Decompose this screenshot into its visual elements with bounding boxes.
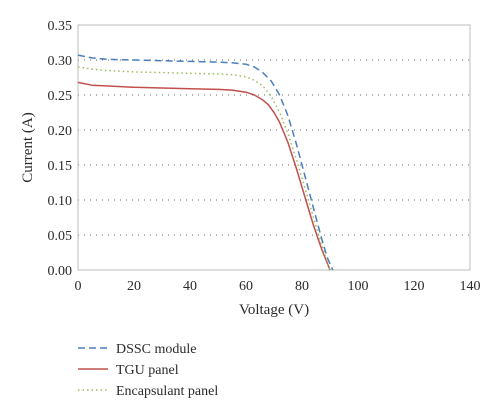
x-tick-label: 140 <box>460 279 481 294</box>
y-tick-label: 0.25 <box>48 89 73 104</box>
y-tick-label: 0.20 <box>48 124 73 139</box>
x-tick-label: 120 <box>404 279 425 294</box>
legend: DSSC module TGU panel Encapsulant panel <box>78 342 218 399</box>
x-tick-label: 40 <box>183 279 197 294</box>
y-tick-label: 0.15 <box>48 159 73 174</box>
plot-frame <box>77 24 471 271</box>
x-tick-label: 100 <box>348 279 369 294</box>
y-tick-label: 0.30 <box>48 54 73 69</box>
legend-label: DSSC module <box>116 342 197 357</box>
x-axis-ticks: 0 20 40 60 80 100 120 140 <box>75 279 481 294</box>
x-tick-label: 60 <box>239 279 253 294</box>
y-tick-label: 0.10 <box>48 194 73 209</box>
legend-label: Encapsulant panel <box>116 384 218 399</box>
y-axis-ticks: 0.00 0.05 0.10 0.15 0.20 0.25 0.30 0.35 <box>48 19 73 279</box>
x-tick-label: 20 <box>127 279 141 294</box>
y-axis-title: Current (A) <box>20 112 36 182</box>
x-axis-title: Voltage (V) <box>239 302 309 318</box>
grid-layer <box>78 24 470 236</box>
y-tick-label: 0.35 <box>48 19 73 34</box>
x-tick-label: 0 <box>75 279 82 294</box>
y-tick-label: 0.05 <box>48 229 73 244</box>
y-tick-label: 0.00 <box>48 264 73 279</box>
series-line-encapsulant-panel <box>77 66 331 271</box>
x-tick-label: 80 <box>295 279 309 294</box>
legend-label: TGU panel <box>116 363 179 378</box>
series-line-dssc-module <box>77 54 334 271</box>
series-layer <box>77 54 334 271</box>
series-line-tgu-panel <box>77 81 331 271</box>
